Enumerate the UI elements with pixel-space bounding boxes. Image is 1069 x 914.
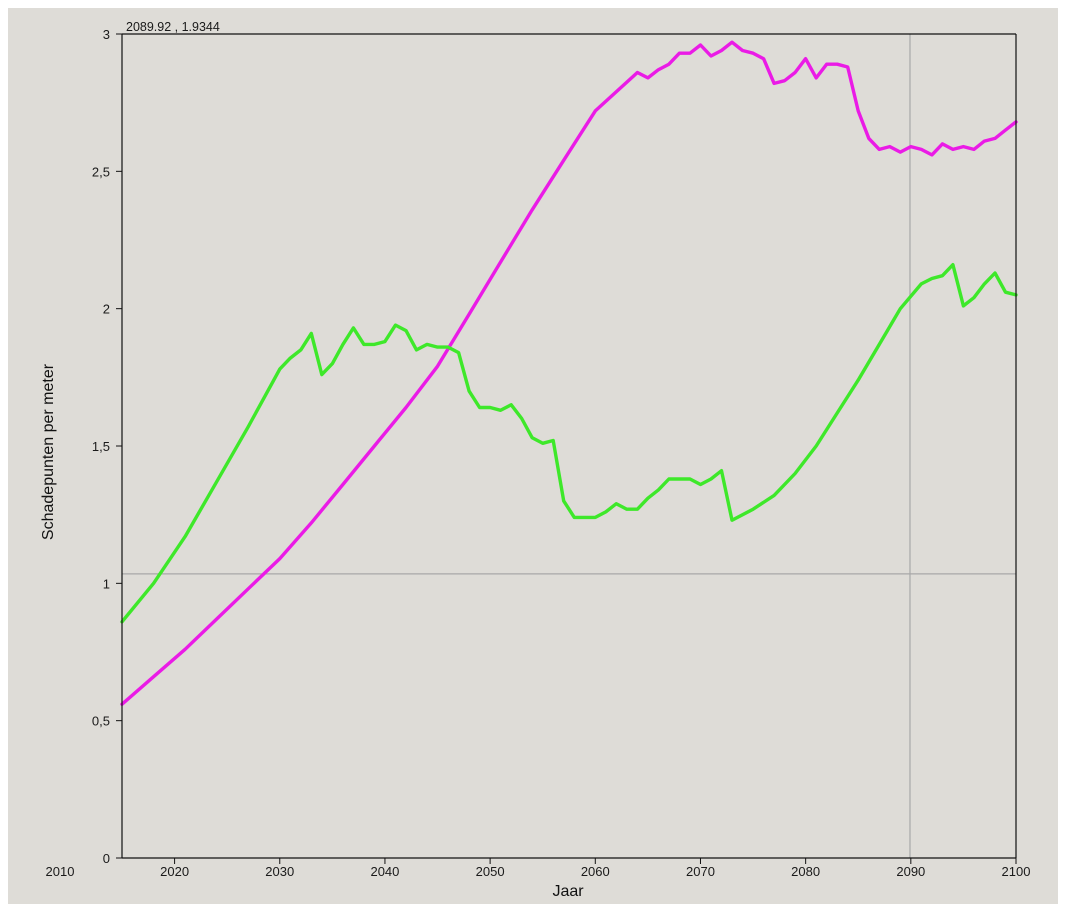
y-tick-label: 3 <box>103 27 110 42</box>
series-line-2 <box>120 263 1018 624</box>
x-tick-label: 2100 <box>1002 864 1031 879</box>
y-tick-label: 0,5 <box>92 714 110 729</box>
y-tick-label: 1,5 <box>92 439 110 454</box>
chart-panel: 2020 2030 2040 2050 2060 2070 2080 2090 2100 0 0,5… <box>8 8 1058 904</box>
x-origin-label: 2010 <box>46 864 75 879</box>
x-tick-label: 2040 <box>370 864 399 879</box>
y-tick-label: 1 <box>103 576 110 591</box>
line-chart[interactable]: 2020 2030 2040 2050 2060 2070 2080 2090 2100 0 0,5… <box>8 8 1058 904</box>
coordinate-readout: 2089.92 , 1.9344 <box>126 20 220 34</box>
x-tick-label: 2030 <box>265 864 294 879</box>
y-tick-label: 2,5 <box>92 164 110 179</box>
y-tick-label: 0 <box>103 851 110 866</box>
x-tick-label: 2090 <box>896 864 925 879</box>
x-tick-label: 2080 <box>791 864 820 879</box>
x-tick-label: 2060 <box>581 864 610 879</box>
y-axis-title: Schadepunten per meter <box>40 363 57 540</box>
x-tick-label: 2070 <box>686 864 715 879</box>
series-line-1 <box>120 40 1018 706</box>
x-tick-label: 2050 <box>476 864 505 879</box>
x-tick-label: 2020 <box>160 864 189 879</box>
x-axis-title: Jaar <box>552 883 584 900</box>
y-tick-label: 2 <box>103 302 110 317</box>
